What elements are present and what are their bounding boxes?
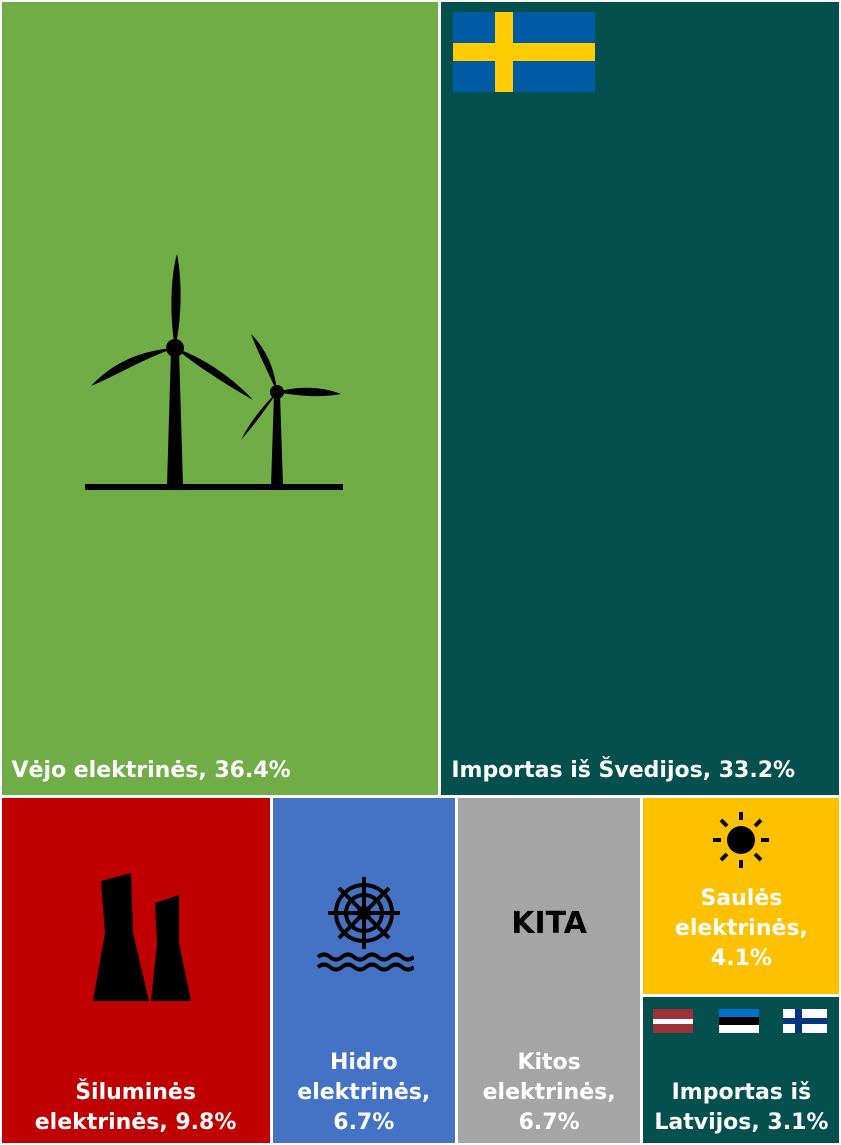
tile-label: Hidro elektrinės, 6.7% xyxy=(297,1050,431,1135)
tile: KITA Kitos elektrinės, 6.7% xyxy=(457,798,641,1144)
tile: Hidro elektrinės, 6.7% xyxy=(272,798,455,1144)
icon xyxy=(643,997,839,1035)
icon xyxy=(643,798,839,870)
tile: Importas iš Latvijos, 3.1% xyxy=(643,996,840,1144)
tile: Importas iš Švedijos, 33.2% xyxy=(441,1,840,796)
tile-label: Vėjo elektrinės, 36.4% xyxy=(11,757,291,783)
icon xyxy=(2,2,439,756)
annotation: KITA xyxy=(511,905,587,941)
tile-label: Importas iš Švedijos, 33.2% xyxy=(451,757,796,783)
icon xyxy=(273,798,455,1048)
tile: Saulės elektrinės, 4.1% xyxy=(643,798,840,994)
icon: KITA xyxy=(458,798,640,1048)
tile-label: Šiluminės elektrinės, 9.8% xyxy=(34,1080,237,1135)
icon xyxy=(441,2,839,756)
tile-label: Kitos elektrinės, 6.7% xyxy=(482,1050,616,1135)
tile-label: Saulės elektrinės, 4.1% xyxy=(674,886,808,971)
tile: Vėjo elektrinės, 36.4% xyxy=(1,1,439,796)
tile: Šiluminės elektrinės, 9.8% xyxy=(1,798,270,1144)
tile-label: Importas iš Latvijos, 3.1% xyxy=(654,1080,829,1135)
icon xyxy=(2,798,270,1078)
